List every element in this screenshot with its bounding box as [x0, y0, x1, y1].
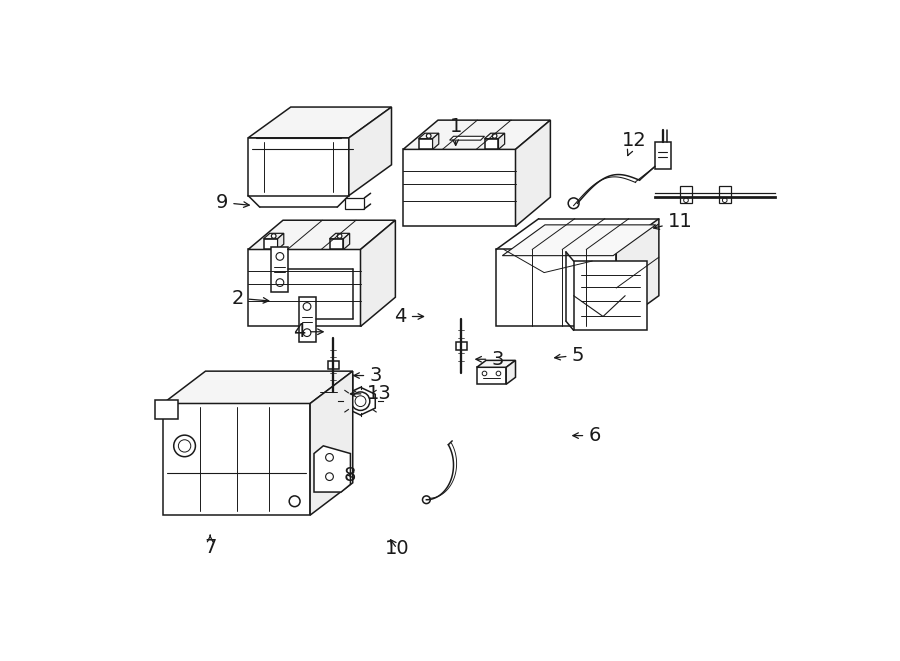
Polygon shape	[277, 233, 284, 249]
Text: 8: 8	[344, 466, 356, 485]
Polygon shape	[344, 233, 349, 249]
Polygon shape	[450, 136, 484, 140]
Circle shape	[272, 234, 276, 239]
Polygon shape	[718, 186, 731, 204]
Polygon shape	[477, 368, 506, 384]
Circle shape	[338, 234, 342, 239]
Polygon shape	[264, 233, 284, 239]
Text: 9: 9	[216, 193, 249, 212]
Polygon shape	[299, 297, 316, 342]
Polygon shape	[502, 225, 656, 256]
Polygon shape	[361, 220, 395, 327]
Polygon shape	[484, 134, 505, 139]
Text: 13: 13	[350, 384, 392, 403]
Polygon shape	[506, 360, 516, 384]
Polygon shape	[516, 120, 551, 226]
Polygon shape	[349, 107, 392, 196]
Polygon shape	[484, 139, 499, 149]
Text: 7: 7	[204, 535, 216, 557]
Polygon shape	[248, 249, 361, 327]
Circle shape	[427, 134, 431, 138]
Polygon shape	[616, 219, 659, 327]
Polygon shape	[403, 120, 551, 149]
Text: 10: 10	[385, 539, 410, 558]
Polygon shape	[314, 381, 344, 398]
Polygon shape	[155, 400, 178, 419]
Text: 1: 1	[449, 116, 462, 145]
Text: 3: 3	[354, 366, 382, 385]
Polygon shape	[248, 220, 395, 249]
Polygon shape	[163, 403, 310, 515]
Polygon shape	[163, 371, 353, 403]
Polygon shape	[328, 361, 338, 369]
Polygon shape	[264, 239, 277, 249]
Polygon shape	[314, 374, 353, 381]
Polygon shape	[418, 134, 439, 139]
Polygon shape	[403, 149, 516, 226]
Text: 3: 3	[476, 350, 504, 369]
Polygon shape	[344, 374, 353, 398]
Polygon shape	[680, 186, 692, 204]
Polygon shape	[499, 134, 505, 149]
Text: 4: 4	[394, 307, 424, 326]
Text: 6: 6	[572, 426, 600, 445]
Polygon shape	[433, 134, 439, 149]
Text: 4: 4	[292, 323, 323, 341]
Text: 11: 11	[653, 212, 692, 231]
Polygon shape	[310, 371, 353, 515]
Polygon shape	[329, 233, 349, 239]
Polygon shape	[314, 446, 350, 492]
Text: 12: 12	[622, 131, 646, 155]
Polygon shape	[573, 261, 647, 330]
Polygon shape	[496, 249, 616, 327]
Polygon shape	[418, 139, 433, 149]
Polygon shape	[655, 141, 670, 169]
Text: 5: 5	[554, 346, 584, 365]
Circle shape	[492, 134, 497, 138]
Polygon shape	[346, 387, 375, 415]
Polygon shape	[248, 138, 349, 196]
Polygon shape	[477, 360, 516, 368]
Text: 2: 2	[231, 289, 269, 307]
Polygon shape	[345, 198, 364, 209]
Polygon shape	[329, 239, 344, 249]
Polygon shape	[272, 247, 288, 292]
Polygon shape	[455, 342, 467, 350]
Polygon shape	[248, 107, 392, 138]
